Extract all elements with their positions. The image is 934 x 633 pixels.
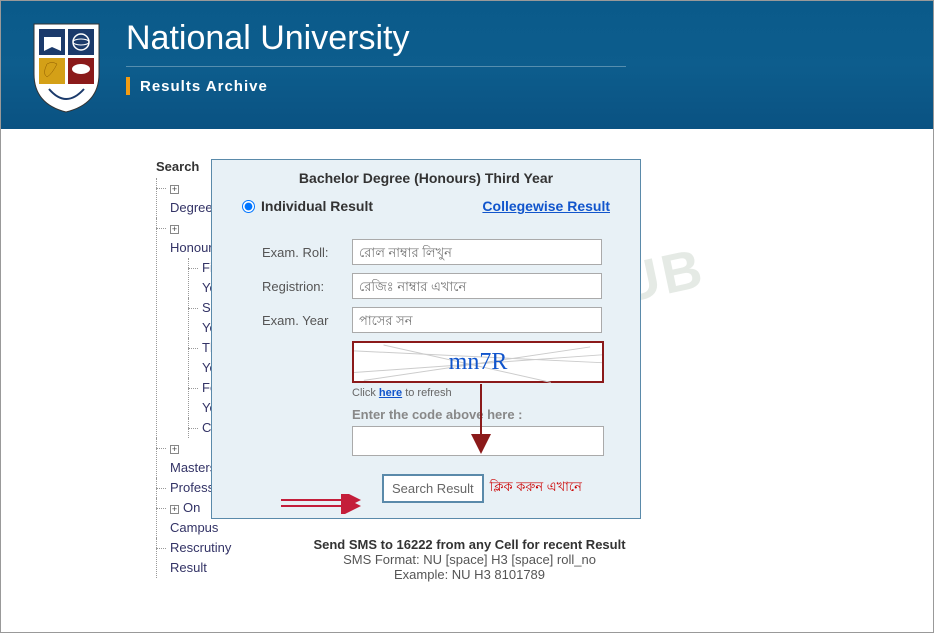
year-row: Exam. Year (227, 307, 625, 333)
tree-item-second-year[interactable]: Second Year (188, 298, 202, 338)
header-text: National University Results Archive (126, 11, 913, 95)
collegewise-result-link[interactable]: Collegewise Result (482, 198, 610, 214)
expand-icon[interactable]: + (170, 185, 179, 194)
registration-input[interactable] (352, 273, 602, 299)
tree-item-consolidated[interactable]: Consolidated (188, 418, 202, 438)
nav-tree: +Degree +Honours First Year Second Year … (156, 178, 201, 578)
tree-item-professional[interactable]: Professional (156, 478, 201, 498)
tree-item-honours[interactable]: +Honours First Year Second Year Third Ye… (156, 218, 201, 438)
roll-row: Exam. Roll: (227, 239, 625, 265)
result-mode-row: Individual Result Collegewise Result (227, 198, 625, 214)
sidebar: Search +Degree +Honours First Year Secon… (1, 159, 201, 582)
exam-year-input[interactable] (352, 307, 602, 333)
title-divider (126, 66, 626, 67)
result-form-panel: Bachelor Degree (Honours) Third Year Ind… (211, 159, 641, 519)
individual-result-radio[interactable]: Individual Result (242, 198, 373, 214)
sms-info: Send SMS to 16222 from any Cell for rece… (56, 537, 883, 582)
page-container: National University Results Archive RESU… (0, 0, 934, 633)
header: National University Results Archive (1, 1, 933, 129)
sms-line3: Example: NU H3 8101789 (56, 567, 883, 582)
honours-subtree: First Year Second Year Third Year Forth … (188, 258, 201, 438)
individual-radio-input[interactable] (242, 200, 255, 213)
university-title: National University (126, 19, 913, 58)
exam-roll-input[interactable] (352, 239, 602, 265)
search-result-button[interactable]: Search Result (382, 474, 484, 503)
tree-item-on-campus[interactable]: +On Campus (156, 498, 201, 538)
main-area: Bachelor Degree (Honours) Third Year Ind… (201, 159, 933, 582)
tree-item-third-year[interactable]: Third Year (188, 338, 202, 378)
panel-title: Bachelor Degree (Honours) Third Year (227, 170, 625, 186)
subtitle: Results Archive (140, 78, 268, 95)
subtitle-bar: Results Archive (126, 77, 913, 95)
expand-icon[interactable]: + (170, 505, 179, 514)
registration-label: Registrion: (262, 279, 352, 294)
accent-bar (126, 77, 130, 95)
code-label: Enter the code above here : (352, 407, 625, 422)
tree-item-masters[interactable]: +Masters (156, 438, 201, 478)
search-heading: Search (156, 159, 201, 174)
university-logo (21, 11, 111, 121)
captcha-refresh-text: Click here to refresh (352, 387, 625, 399)
code-input-wrap (352, 426, 625, 456)
registration-row: Registrion: (227, 273, 625, 299)
expand-icon[interactable]: + (170, 225, 179, 234)
tree-item-first-year[interactable]: First Year (188, 258, 202, 298)
year-label: Exam. Year (262, 313, 352, 328)
refresh-captcha-link[interactable]: here (379, 387, 402, 399)
click-hint-text: ক্লিক করুন এখানে (490, 478, 582, 499)
captcha-text: mn7R (449, 349, 508, 376)
captcha-image: mn7R (352, 341, 604, 383)
tree-item-degree[interactable]: +Degree (156, 178, 201, 218)
expand-icon[interactable]: + (170, 445, 179, 454)
tree-item-forth-year[interactable]: Forth Year (188, 378, 202, 418)
content-area: Search +Degree +Honours First Year Secon… (1, 129, 933, 582)
sms-line1: Send SMS to 16222 from any Cell for rece… (56, 537, 883, 552)
roll-label: Exam. Roll: (262, 245, 352, 260)
submit-row: Search Result ক্লিক করুন এখানে (382, 474, 625, 503)
sms-line2: SMS Format: NU [space] H3 [space] roll_n… (56, 552, 883, 567)
captcha-code-input[interactable] (352, 426, 604, 456)
